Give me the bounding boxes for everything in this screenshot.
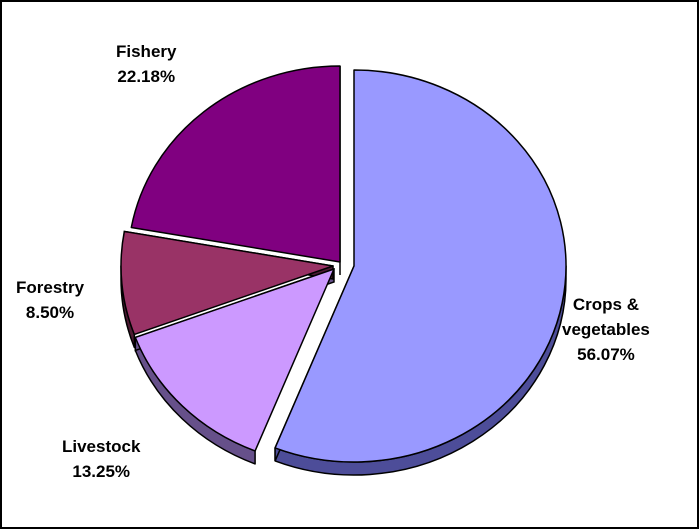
label-livestock: Livestock 13.25%	[62, 434, 140, 484]
label-fishery: Fishery 22.18%	[116, 39, 176, 89]
label-livestock-name: Livestock	[62, 437, 141, 456]
label-fishery-value: 22.18%	[117, 67, 176, 86]
slice-forestry	[120, 230, 334, 336]
label-forestry-value: 8.50%	[25, 303, 75, 322]
pie-tops	[120, 65, 567, 463]
label-crops-value: 56.07%	[577, 345, 635, 364]
label-crops-name-line2: vegetables	[562, 320, 650, 339]
label-crops-name-line1: Crops &	[572, 295, 639, 314]
label-forestry-name: Forestry	[16, 278, 85, 297]
slice-crops-vegetables	[274, 69, 567, 463]
label-fishery-name: Fishery	[116, 42, 177, 61]
label-crops-vegetables: Crops & vegetables 56.07%	[562, 292, 650, 367]
label-forestry: Forestry 8.50%	[16, 275, 84, 325]
label-livestock-value: 13.25%	[72, 462, 131, 481]
slice-fishery	[130, 65, 341, 263]
slice-livestock	[134, 268, 335, 452]
